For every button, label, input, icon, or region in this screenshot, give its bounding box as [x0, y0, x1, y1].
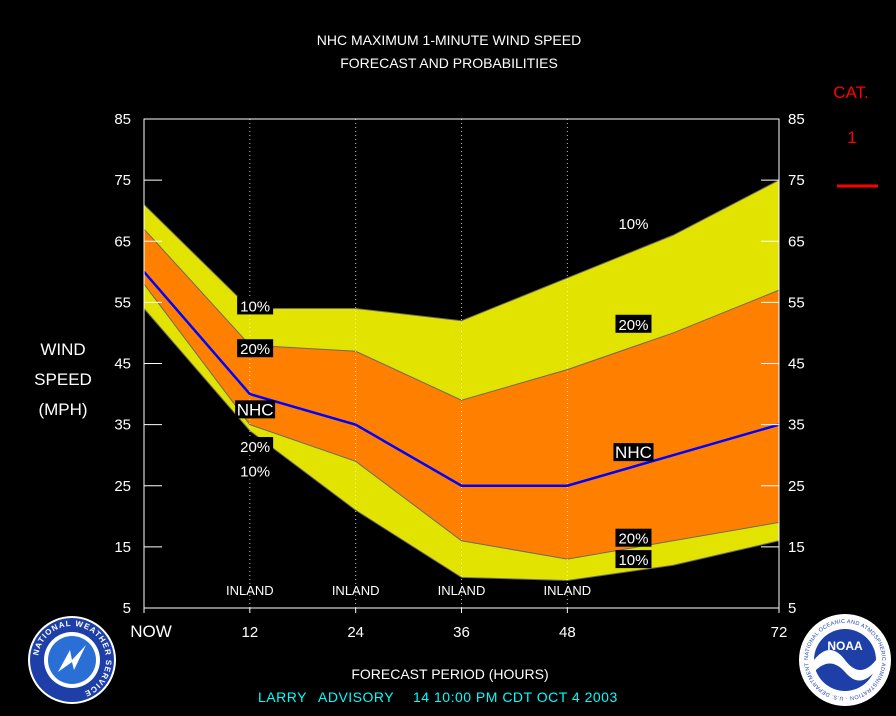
band-label: 20%: [240, 341, 270, 358]
band-label: 10%: [618, 216, 648, 233]
band-label-box: [237, 461, 274, 480]
y-axis-left: 85 75 65 55 45 35 25 15 5: [114, 111, 162, 617]
advisory-storm: LARRY: [258, 689, 307, 705]
band-label-box: [615, 528, 652, 547]
y-axis-title-line1: WIND: [40, 340, 85, 359]
y-tick-label: 5: [123, 600, 131, 617]
y-tick-label: 25: [788, 478, 805, 495]
y-tick-label: 85: [788, 111, 805, 128]
band-label: 10%: [240, 463, 270, 480]
band-label-box: [237, 339, 274, 358]
y-tick-label: 35: [788, 417, 805, 434]
band-label: 10%: [240, 298, 270, 315]
x-tick-label: 36: [453, 624, 470, 641]
y-tick-label: 65: [788, 233, 805, 250]
y-tick-label: 35: [114, 417, 131, 434]
y-tick-label: 85: [114, 111, 131, 128]
band-label: 20%: [618, 531, 648, 548]
band-label-box: [237, 296, 274, 315]
x-tick-label: 24: [347, 624, 364, 641]
x-tick-label: 72: [771, 624, 788, 641]
forecast-line-group: [143, 270, 780, 487]
inland-label: INLAND: [438, 583, 486, 598]
x-tick-label: 48: [559, 624, 576, 641]
y-tick-label: 15: [788, 539, 805, 556]
chart-title-line2: FORECAST AND PROBABILITIES: [340, 55, 558, 71]
nws-logo: NATIONAL WEATHER SERVICE: [28, 616, 116, 704]
y-tick-label: 55: [114, 294, 131, 311]
band-label-box: [615, 213, 652, 232]
advisory-line: LARRY ADVISORY 14 10:00 PM CDT OCT 4 200…: [258, 689, 618, 705]
nhc-forecast-line: [143, 270, 780, 487]
y-tick-label: 15: [114, 539, 131, 556]
advisory-time: 10:00 PM CDT OCT 4 2003: [434, 689, 618, 705]
category-value: 1: [847, 128, 856, 147]
advisory-label: ADVISORY: [318, 689, 394, 705]
band-label-box: [615, 550, 652, 569]
band-edge-lower-10: [143, 308, 780, 581]
x-axis: NOW 12 24 36 48 72: [130, 608, 787, 641]
band-label-box: [615, 314, 652, 333]
x-tick-label: 12: [241, 624, 258, 641]
y-tick-label: 75: [114, 172, 131, 189]
band-label: 10%: [618, 552, 648, 569]
y-axis-right: 85 75 65 55 45 35 25 15 5: [761, 111, 805, 617]
chart-title-line1: NHC MAXIMUM 1-MINUTE WIND SPEED: [317, 32, 581, 48]
band-label: 20%: [618, 317, 648, 334]
band-edge-lower-20: [143, 283, 780, 560]
y-tick-label: 55: [788, 294, 805, 311]
wave-icon: [814, 650, 876, 681]
inland-label: INLAND: [543, 583, 591, 598]
y-tick-label: 45: [114, 356, 131, 373]
inland-label: INLAND: [332, 583, 380, 598]
band-label-box: [237, 437, 274, 456]
y-axis-title-line2: SPEED: [34, 370, 92, 389]
noaa-text: NOAA: [827, 639, 863, 653]
lightning-icon: [58, 645, 86, 672]
y-tick-label: 25: [114, 478, 131, 495]
band-label-box: [613, 443, 654, 462]
y-tick-label: 75: [788, 172, 805, 189]
x-axis-title: FORECAST PERIOD (HOURS): [351, 666, 548, 682]
band-labels: 10% 20% NHC 20% 10% 10% 20% NHC 20% 10%: [235, 213, 654, 569]
advisory-number: 14: [413, 689, 430, 705]
x-tick-label: NOW: [130, 622, 172, 641]
y-tick-label: 65: [114, 233, 131, 250]
inland-markers: INLAND INLAND INLAND INLAND: [226, 119, 591, 608]
inland-label: INLAND: [226, 583, 274, 598]
band-label-box: [235, 400, 276, 419]
y-axis-title-line3: (MPH): [38, 400, 87, 419]
y-tick-label: 5: [788, 600, 796, 617]
band-label: 20%: [240, 439, 270, 456]
band-label: NHC: [615, 443, 652, 462]
band-label: NHC: [237, 400, 274, 419]
category-label: CAT.: [833, 83, 869, 102]
y-tick-label: 45: [788, 356, 805, 373]
probability-bands: [143, 179, 780, 581]
band-20-percent: [144, 229, 779, 560]
